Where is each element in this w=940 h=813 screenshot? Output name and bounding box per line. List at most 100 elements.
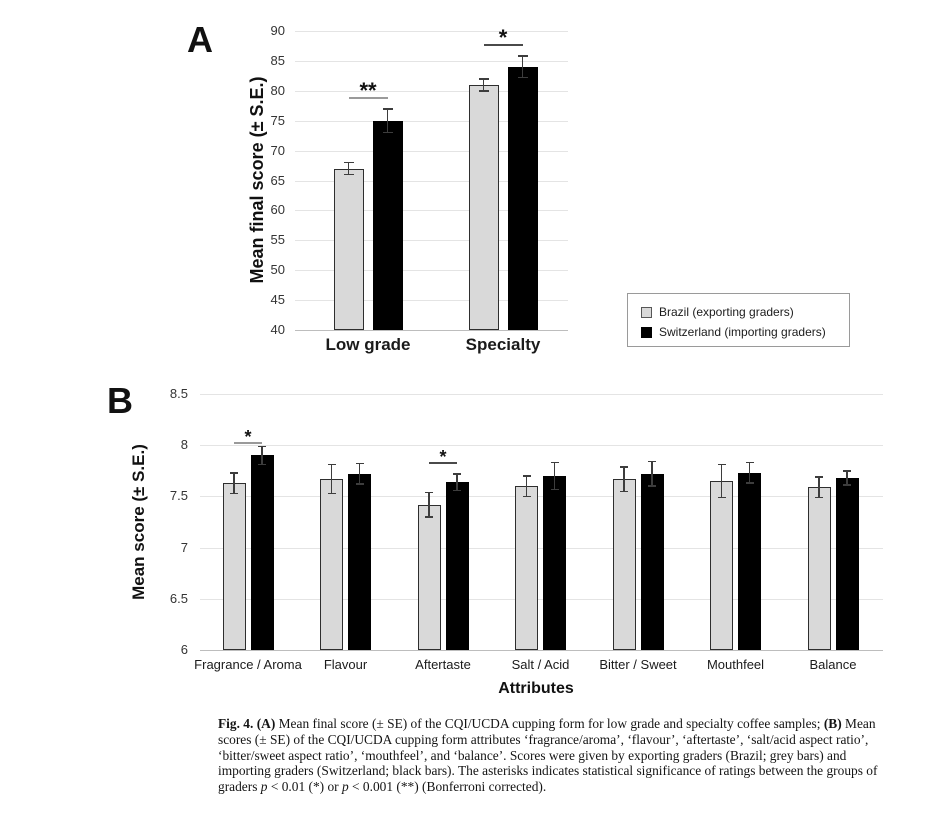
error-bar-line: [720, 464, 723, 498]
error-bar-cap: [425, 491, 433, 494]
y-tick-label: 80: [270, 82, 285, 98]
bar-switzerland: [640, 473, 664, 650]
error-bar-line: [428, 492, 430, 517]
y-tick-label: 85: [270, 52, 285, 68]
category-label: Bitter / Sweet: [599, 657, 677, 672]
gridline: [200, 394, 883, 395]
error-bar-cap: [453, 473, 461, 475]
gridline: [200, 445, 883, 447]
error-bar-line: [651, 461, 653, 487]
error-bar-line: [521, 56, 524, 78]
axis-baseline: [200, 650, 883, 651]
y-tick-label: 8.5: [169, 386, 188, 401]
grey-square-icon: [641, 306, 652, 318]
bar-switzerland: [738, 472, 761, 650]
error-bar-cap: [648, 460, 656, 463]
error-bar-cap: [425, 516, 433, 518]
significance-line: [429, 461, 457, 464]
error-bar-cap: [550, 488, 559, 490]
bar-brazil: [333, 168, 364, 330]
error-bar-cap: [258, 445, 266, 447]
bar-brazil: [320, 479, 343, 650]
gridline: [200, 598, 883, 600]
significance-label: *: [498, 25, 508, 50]
error-bar-cap: [327, 463, 336, 466]
error-bar-cap: [478, 78, 489, 80]
bar-brazil: [807, 487, 831, 650]
gridline: [295, 300, 568, 302]
bar-brazil: [468, 84, 499, 330]
error-bar-cap: [815, 476, 823, 478]
error-bar-cap: [843, 470, 851, 472]
error-bar-cap: [648, 485, 656, 487]
error-bar-line: [330, 464, 333, 494]
error-bar-cap: [517, 76, 528, 79]
category-label: Flavour: [323, 657, 368, 672]
error-bar-line: [456, 473, 458, 491]
significance-line: [483, 44, 523, 47]
axis-baseline: [295, 330, 568, 331]
y-tick-label: 90: [270, 23, 285, 38]
error-bar-cap: [522, 475, 531, 477]
legend-label-switzerland: Switzerland (importing graders): [659, 325, 826, 339]
error-bar-line: [233, 472, 235, 494]
error-bar-cap: [327, 492, 336, 495]
y-tick-label: 70: [270, 142, 285, 158]
error-bar-line: [482, 78, 485, 91]
error-bar-cap: [745, 482, 754, 484]
error-bar-cap: [843, 484, 851, 486]
error-bar-cap: [343, 161, 354, 164]
y-tick-label: 7.5: [169, 488, 188, 504]
error-bar-cap: [620, 490, 628, 492]
error-bar-cap: [717, 496, 726, 499]
error-bar-cap: [517, 55, 528, 57]
error-bar-cap: [343, 173, 354, 176]
category-label: Aftertaste: [415, 657, 471, 672]
legend-item-switzerland: Switzerland (importing graders): [641, 322, 849, 342]
error-bar-line: [748, 462, 751, 484]
error-bar-cap: [258, 463, 266, 466]
gridline: [295, 60, 568, 62]
significance-label: **: [359, 77, 377, 103]
gridline: [295, 150, 568, 152]
bar-switzerland: [507, 66, 538, 330]
y-tick-label: 65: [270, 172, 285, 188]
error-bar-line: [525, 475, 528, 497]
gridline: [200, 496, 883, 498]
y-tick-label: 7: [180, 539, 188, 555]
legend-box: Brazil (exporting graders) Switzerland (…: [627, 293, 850, 347]
error-bar-line: [347, 162, 350, 175]
gridline: [295, 240, 568, 242]
category-label: Low grade: [325, 335, 411, 354]
error-bar-cap: [453, 489, 461, 491]
bar-switzerland: [348, 473, 371, 650]
error-bar-cap: [620, 466, 628, 468]
error-bar-line: [358, 463, 361, 485]
error-bar-cap: [745, 461, 754, 464]
panel-b-x-axis-title: Attributes: [498, 680, 574, 697]
y-tick-label: 6.5: [169, 590, 188, 606]
bar-switzerland: [543, 475, 566, 650]
figure-caption: Fig. 4. (A) Mean final score (± SE) of t…: [218, 716, 878, 795]
y-tick-label: 40: [270, 322, 285, 337]
error-bar-line: [818, 476, 820, 498]
gridline: [295, 180, 568, 182]
significance-line: [234, 442, 262, 445]
category-label: Balance: [809, 657, 857, 672]
y-tick-label: 6: [180, 642, 188, 657]
y-tick-label: 50: [270, 262, 285, 278]
gridline: [295, 90, 568, 92]
bar-brazil: [612, 479, 636, 650]
error-bar-line: [386, 108, 389, 133]
significance-label: *: [439, 446, 447, 467]
error-bar-cap: [355, 462, 364, 465]
bar-switzerland: [250, 455, 274, 650]
y-tick-label: 75: [270, 112, 285, 128]
category-label: Mouthfeel: [706, 657, 765, 672]
error-bar-cap: [550, 461, 559, 464]
y-tick-label: 55: [270, 232, 285, 248]
bar-brazil: [710, 481, 733, 650]
